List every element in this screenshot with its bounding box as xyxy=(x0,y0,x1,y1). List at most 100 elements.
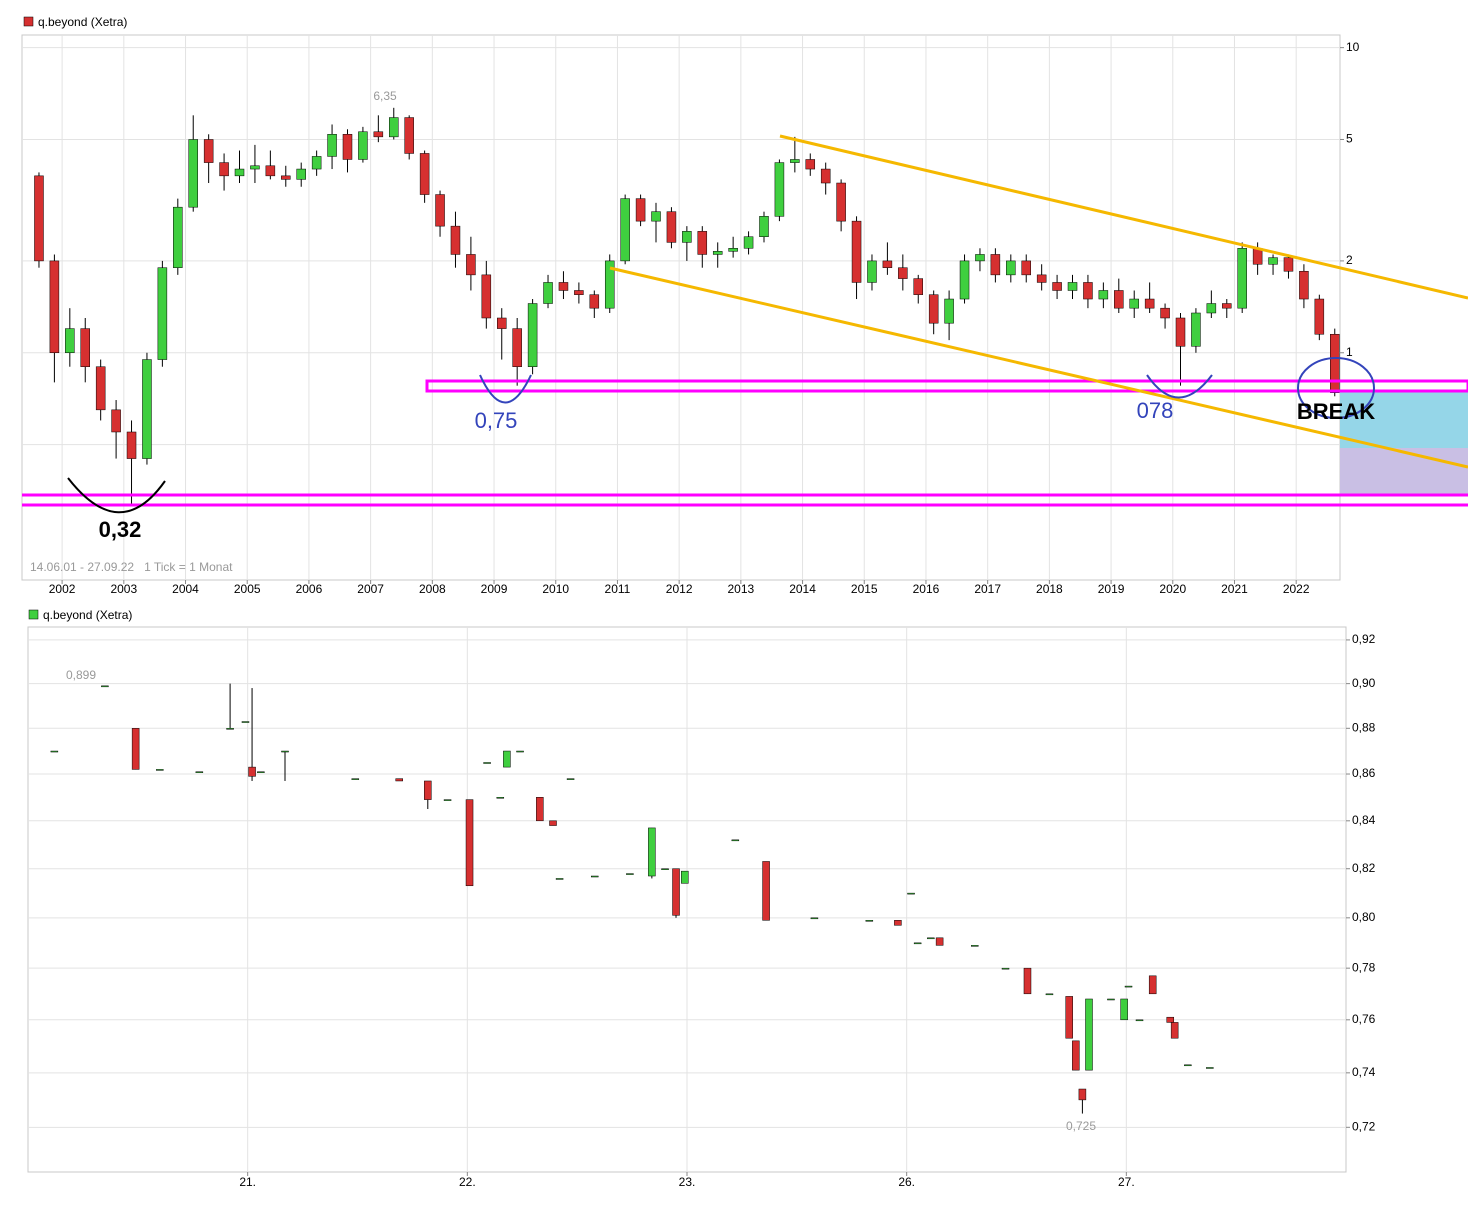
y-tick-label: 1 xyxy=(1346,345,1353,359)
y-tick-label: 0,74 xyxy=(1352,1065,1376,1079)
x-tick-label: 2002 xyxy=(49,582,76,596)
candle-body xyxy=(990,254,1001,276)
candle-body xyxy=(1129,298,1139,309)
candle-body xyxy=(373,131,384,138)
candle-body xyxy=(234,168,245,177)
x-tick-label: 2014 xyxy=(789,582,816,596)
candle-body xyxy=(157,267,168,360)
grid xyxy=(28,627,1346,1172)
candle-body xyxy=(516,750,524,753)
x-tick-label: 2007 xyxy=(357,582,384,596)
labels: q.beyond (Xetra) q.beyond (Xetra) 14.06.… xyxy=(30,15,1375,1133)
candle-body xyxy=(1006,260,1016,276)
candle-body xyxy=(443,799,452,801)
y-tick-label: 10 xyxy=(1346,40,1360,54)
candle-body xyxy=(928,294,939,324)
candle-body xyxy=(774,162,785,217)
candle-body xyxy=(1065,996,1073,1039)
candle-body xyxy=(935,937,944,946)
candle-body xyxy=(250,165,260,170)
candle-body xyxy=(49,260,60,354)
grid xyxy=(22,35,1340,580)
x-tick-label: 26. xyxy=(898,1175,915,1189)
candle-body xyxy=(496,797,505,799)
y-tick-label: 0,84 xyxy=(1352,813,1376,827)
candle-body xyxy=(1268,257,1278,265)
bottom-arc xyxy=(479,374,532,404)
candle-body xyxy=(342,134,353,160)
candle-body xyxy=(635,198,646,222)
candle-body xyxy=(195,771,204,773)
x-tick-label: 2012 xyxy=(666,582,693,596)
candle-body xyxy=(1314,298,1325,335)
y-tick-label: 0,78 xyxy=(1352,960,1376,974)
candle-body xyxy=(142,359,152,459)
chart-bottom: 0,92 0,90 0,88 0,86 0,84 0,82 0,80 0,78 0,76 0,74… xyxy=(27,626,1376,1189)
candle-body xyxy=(1021,260,1031,276)
candle-body xyxy=(865,920,874,922)
y-tick-label: 0,72 xyxy=(1352,1119,1376,1133)
candle-body xyxy=(1237,248,1247,309)
candle-body xyxy=(1160,307,1170,319)
candle-body xyxy=(661,868,669,870)
candle-body xyxy=(566,778,575,780)
candle-body xyxy=(820,168,831,184)
trend-line xyxy=(779,134,1468,300)
x-tick-label: 2009 xyxy=(481,582,508,596)
candle-body xyxy=(626,873,634,875)
candle-body xyxy=(311,156,322,170)
y-tick-label: 0,82 xyxy=(1352,861,1376,875)
candle-body xyxy=(65,328,75,354)
candle-body xyxy=(219,162,229,177)
candle-body xyxy=(1107,998,1115,1001)
candle-body xyxy=(590,875,599,878)
candle-body xyxy=(543,282,553,304)
shaded-zone xyxy=(1340,448,1468,495)
candle-body xyxy=(435,194,445,227)
legend-swatch xyxy=(23,16,34,27)
y-tick-label: 0,76 xyxy=(1352,1012,1376,1026)
candle-body xyxy=(759,216,769,237)
x-tick-label: 21. xyxy=(239,1175,256,1189)
candle-body xyxy=(450,225,461,255)
candle-body xyxy=(1206,303,1217,314)
annotation: 6,35 xyxy=(373,89,397,103)
candle-body xyxy=(296,168,306,180)
candle-body xyxy=(281,750,289,753)
candle-body xyxy=(1170,1022,1179,1039)
candle-body xyxy=(327,134,337,157)
y-tick-label: 5 xyxy=(1346,132,1353,146)
candle-body xyxy=(1036,274,1047,283)
candle-body xyxy=(1120,998,1128,1021)
x-tick-label: 2011 xyxy=(605,582,631,596)
candle-body xyxy=(536,797,544,822)
candle-body xyxy=(805,159,816,170)
candle-body xyxy=(80,328,90,367)
candle-body xyxy=(1330,333,1340,393)
candle-body xyxy=(1191,312,1201,347)
candle-body xyxy=(666,211,677,243)
candle-body xyxy=(944,298,954,324)
x-tick-label: 22. xyxy=(459,1175,476,1189)
candle-body xyxy=(481,274,492,319)
y-tick-label: 0,90 xyxy=(1352,676,1376,690)
candle-body xyxy=(257,771,265,773)
candle-body xyxy=(1114,290,1124,309)
candle-body xyxy=(34,175,44,262)
candle-body xyxy=(549,820,557,826)
candle-body xyxy=(95,366,106,411)
candle-body xyxy=(173,206,183,268)
candle-body xyxy=(731,839,740,842)
annotation: 078 xyxy=(1137,398,1174,423)
candle-body xyxy=(836,182,846,222)
candle-body xyxy=(424,780,432,800)
candle-body xyxy=(1175,317,1186,347)
candle-body xyxy=(810,917,819,920)
candle-body xyxy=(1078,1088,1087,1101)
candle-body xyxy=(1144,298,1155,309)
candle-body xyxy=(395,778,403,782)
x-tick-label: 2015 xyxy=(851,582,878,596)
candle-body xyxy=(241,721,250,723)
x-tick-label: 2010 xyxy=(542,582,569,596)
x-tick-label: 2004 xyxy=(172,582,199,596)
